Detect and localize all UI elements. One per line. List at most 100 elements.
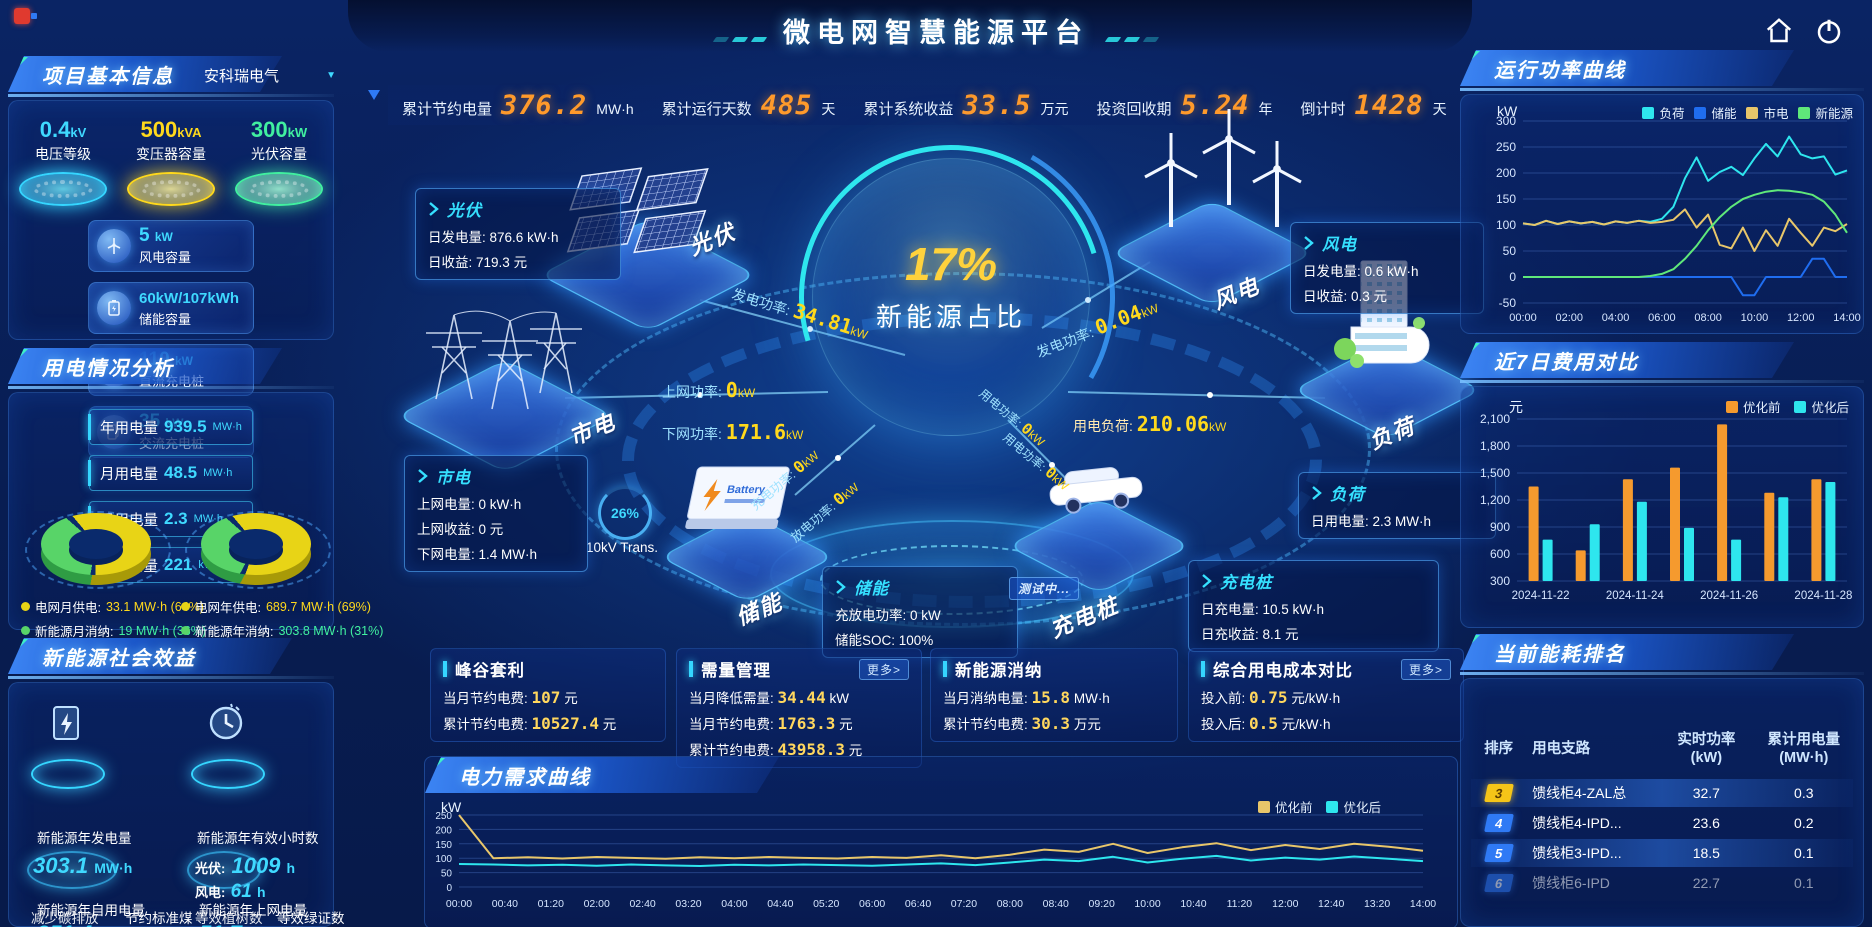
branch-name: 馈线柜4-IPD... [1532,815,1622,831]
stat-label: 月用电量 [100,466,158,483]
axis-tick-label: 50 [441,869,453,880]
legend-item-储能[interactable]: 储能 [1694,103,1736,122]
infobox-value: 8.1 元 [1262,627,1299,642]
power-axis-unit: kW [1497,103,1518,119]
axis-tick-label: 10:00 [1134,898,1160,910]
card-title: 新能源消纳 [955,662,1043,680]
axis-tick-label: 300 [1490,574,1510,588]
axis-tick-label: 0 [1509,270,1516,284]
panel-cost-compare: 近7日费用对比 元 优化前 优化后 2,100 1,800 1,500 1,200 900… [1460,342,1864,628]
card-line-label: 当月消纳电量: [943,691,1028,706]
bar-优化前 [1811,479,1822,581]
legend-item[interactable]: 电网年供电: 689.7 MW·h (69%) [181,597,383,616]
legend-item-市电[interactable]: 市电 [1746,103,1788,122]
home-icon[interactable] [1764,16,1794,46]
wind-hours-value: 61 [230,881,252,902]
infobox-label: 下网电量: [417,547,475,562]
legend-item[interactable]: 新能源年消纳: 303.8 MW·h (31%) [181,621,383,640]
company-select-value: 安科瑞电气 [204,67,280,85]
infobox-wind: 风电 日发电量: 0.6 kW·h 日收益: 0.3 元 [1290,222,1484,314]
kpi-unit: 年 [1258,100,1273,117]
branch-name: 馈线柜3-IPD... [1532,845,1622,861]
infobox-value: 0 元 [478,522,504,537]
donut-year-chart [185,501,331,589]
company-select[interactable]: 安科瑞电气 ▼ [196,62,344,88]
axis-tick-label: 06:40 [905,898,931,910]
legend-item[interactable]: 电网月供电: 33.1 MW·h (64%) [21,597,206,616]
realtime-power: 23.6 [1692,815,1720,831]
more-button[interactable]: 更多> [1400,658,1451,680]
legend-dot [181,626,190,635]
infobox-value: 719.3 元 [476,255,528,270]
axis-tick-label: 2024-11-22 [1512,590,1570,602]
card-line-label: 当月节约电费: [443,691,528,706]
flow-unit: kW [786,428,804,442]
pv-hours-label: 光伏: [195,861,226,876]
legend-swatch [1257,801,1270,813]
realtime-power: 22.7 [1692,875,1720,891]
axis-tick-label: 300 [1496,114,1516,128]
demand-curve-chart: 250 200 150 100 50 0 00:00 00:40 01:20 02:00 02:40… [435,811,1436,910]
panel-cost-title: 近7日费用对比 [1494,351,1640,374]
power-icon[interactable] [1814,16,1844,46]
axis-tick-label: 1,800 [1480,439,1510,453]
legend-item-优化后[interactable]: 优化后 [1794,397,1849,416]
pedestal-pv-capacity: 300kW 光伏容量 [229,117,329,206]
legend-item-新能源[interactable]: 新能源 [1798,103,1853,122]
legend-dot [181,602,190,611]
legend-swatch [1694,107,1707,119]
card-cost-compare: 综合用电成本对比 更多> 投入前: 0.75 元/kW·h 投入后: 0.5 元/… [1188,648,1464,742]
panel-power-banner: 运行功率曲线 [1460,50,1794,86]
benefit-glow [27,851,117,889]
kpi-decor-triangle [368,90,380,100]
column-power: 实时功率 (kW) [1677,732,1736,766]
flow-label: 上网功率: [662,384,722,400]
card-line-unit: MW·h [1073,691,1110,706]
total-energy: 0.1 [1794,845,1814,861]
chevron-right-icon [418,469,428,483]
axis-tick-label: 13:20 [1364,898,1390,910]
node-ess: Battery [659,455,835,603]
panel-power-title: 运行功率曲线 [1494,59,1626,82]
legend-item-优化前[interactable]: 优化前 [1725,397,1780,416]
axis-tick-label: 08:00 [997,898,1023,910]
infobox-title: 光伏 [447,202,482,220]
ranking-row: 4 馈线柜4-IPD... 23.6 0.2 [1471,809,1853,837]
benefit-hours-label: 新能源年有效小时数 [197,831,319,846]
stat-value: 939.5 [164,417,207,436]
flow-load-demand: 用电负荷: 210.06kW [1073,412,1226,436]
axis-tick-label: 2024-11-28 [1794,590,1852,602]
kpi-label: 累计系统收益 [863,100,954,118]
more-button[interactable]: 更多> [858,658,909,680]
axis-tick-label: 01:20 [538,898,564,910]
axis-tick-label: 250 [435,811,452,822]
pedestal-unit: kVA [177,125,202,140]
chevron-down-icon: ▼ [326,69,336,81]
banner-corner-icon [1458,42,1484,68]
series-市电 [1522,208,1848,252]
legend-item-优化前[interactable]: 优化前 [1257,797,1312,816]
branch-name: 馈线柜4-ZAL总 [1532,785,1627,801]
infobox-label: 日充收益: [1201,627,1259,642]
stat-unit: MW·h [212,421,242,433]
donut-hole [229,529,283,559]
card-peak-valley: 峰谷套利 当月节约电费: 107 元 累计节约电费: 10527.4 元 [430,648,666,742]
bar-优化前 [1670,467,1680,581]
total-energy: 0.2 [1794,815,1814,831]
rank-badge: 3 [1483,784,1514,802]
legend-item-优化后[interactable]: 优化后 [1326,797,1381,816]
axis-tick-label: 10:40 [1180,898,1206,910]
column-energy: 累计用电量 (MW·h) [1767,732,1841,766]
legend-item-负荷[interactable]: 负荷 [1642,103,1684,122]
banner-corner-icon [424,756,449,775]
axis-tick-label: 100 [435,854,452,865]
kpi-payback-period: 投资回收期 5.24 年 [1082,90,1286,121]
card-line-unit: 元 [839,717,853,732]
axis-tick-label: 12:00 [1272,898,1298,910]
bar-优化后 [1825,482,1836,581]
wind-hours-unit: h [257,884,266,900]
wind-hours-label: 风电: [195,885,226,900]
node-grid [396,295,614,473]
infobox-value: 2.3 MW·h [1372,514,1432,529]
